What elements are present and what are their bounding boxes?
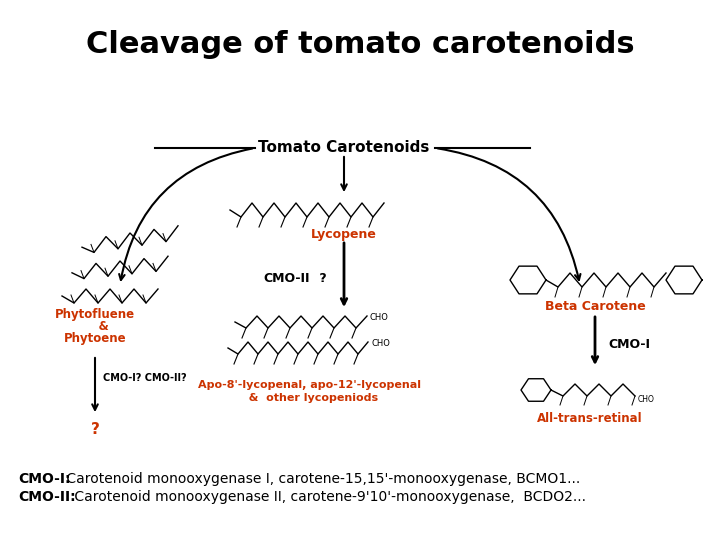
Text: ?: ? [315,272,327,285]
FancyArrowPatch shape [438,148,580,280]
Text: CMO-II:: CMO-II: [18,490,76,504]
Text: Carotenoid monooxygenase I, carotene-15,15'-monooxygenase, BCMO1...: Carotenoid monooxygenase I, carotene-15,… [62,472,580,486]
Text: CHO: CHO [372,340,391,348]
Text: &: & [81,320,109,333]
Text: CMO-I: CMO-I [608,339,650,352]
Text: CMO-I:: CMO-I: [18,472,71,486]
Text: Beta Carotene: Beta Carotene [544,300,645,313]
Text: Cleavage of tomato carotenoids: Cleavage of tomato carotenoids [86,30,634,59]
Text: Phytofluene: Phytofluene [55,308,135,321]
Text: Phytoene: Phytoene [63,332,126,345]
Text: Tomato Carotenoids: Tomato Carotenoids [258,140,430,156]
Text: Carotenoid monooxygenase II, carotene-9'10'-monooxygenase,  BCDO2...: Carotenoid monooxygenase II, carotene-9'… [70,490,586,504]
Text: Apo-8'-lycopenal, apo-12'-lycopenal: Apo-8'-lycopenal, apo-12'-lycopenal [199,380,421,390]
Text: Lycopene: Lycopene [311,228,377,241]
Text: CMO-I? CMO-II?: CMO-I? CMO-II? [103,373,186,383]
Text: CMO-II: CMO-II [264,272,310,285]
Text: CHO: CHO [638,395,655,403]
Text: &  other lycopeniods: & other lycopeniods [241,393,379,403]
FancyArrowPatch shape [119,148,252,280]
Text: ?: ? [91,422,99,437]
Text: All-trans-retinal: All-trans-retinal [537,412,643,425]
Text: CHO: CHO [370,314,389,322]
